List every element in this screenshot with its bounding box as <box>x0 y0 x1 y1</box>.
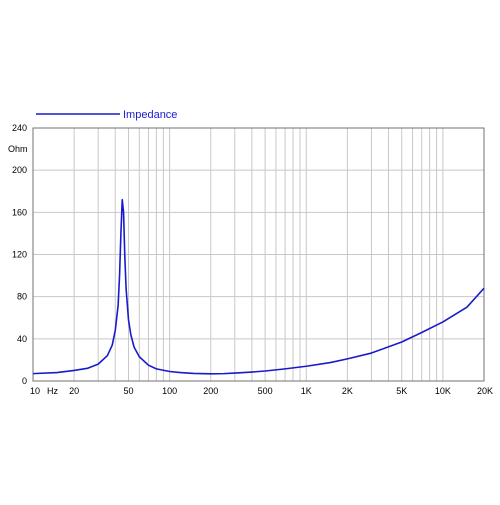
x-tick-label: 200 <box>203 386 218 396</box>
y-tick-label: 160 <box>12 207 27 217</box>
series-line-impedance <box>32 198 485 375</box>
y-axis-label: Ohm <box>8 144 28 154</box>
x-tick-label: 50 <box>123 386 133 396</box>
x-tick-label: 5K <box>396 386 407 396</box>
x-axis-label: Hz <box>47 386 58 396</box>
plot-frame <box>32 127 485 382</box>
grid <box>33 128 484 381</box>
x-tick-label: 100 <box>162 386 177 396</box>
y-tick-label: 120 <box>12 250 27 260</box>
x-tick-label: 20 <box>69 386 79 396</box>
tick-labels: 10 20 50 100 200 500 1K 2K 5K 10K 20K 0 40 80 120 160 20… <box>12 123 493 396</box>
y-tick-label: 240 <box>12 123 27 133</box>
series-layer <box>32 198 485 375</box>
x-tick-label: 1K <box>301 386 312 396</box>
y-tick-label: 0 <box>22 376 27 386</box>
x-tick-label: 500 <box>258 386 273 396</box>
x-tick-label: 20K <box>477 386 493 396</box>
legend: Impedance <box>36 109 177 121</box>
y-tick-label: 80 <box>17 292 27 302</box>
x-tick-label: 10 <box>30 386 40 396</box>
y-tick-label: 200 <box>12 165 27 175</box>
y-tick-label: 40 <box>17 334 27 344</box>
x-tick-label: 10K <box>435 386 451 396</box>
x-tick-label: 2K <box>342 386 353 396</box>
legend-label-impedance: Impedance <box>123 109 177 121</box>
